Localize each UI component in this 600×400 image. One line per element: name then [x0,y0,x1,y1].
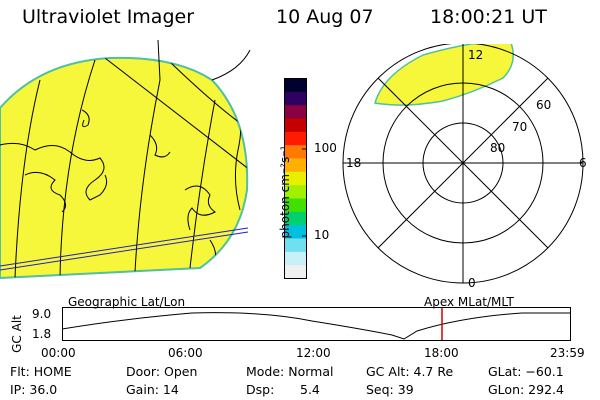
time-label: 18:00:21 UT [430,6,547,28]
colorbar-segment [284,171,307,186]
instrument-title: Ultraviolet Imager [22,6,195,28]
altitude-curve [62,312,570,340]
colorbar-segment [284,251,307,266]
meridian-line [14,79,41,278]
colorbar-segment [284,265,307,279]
altitude-tick-high: 9.0 [32,307,52,321]
mlt-label-18: 18 [346,156,362,170]
colorbar-segment [284,211,307,226]
altitude-plot [62,307,571,341]
polar-plot-caption: Apex MLat/MLT [424,295,514,309]
colorbar-unit-label: photon cm⁻²s⁻¹ [278,145,292,239]
flight-status: Flt: HOME [10,364,72,379]
coastline [81,109,90,128]
mlat-label-60: 60 [536,98,552,112]
dsp-label: Dsp: [246,382,275,397]
mlat-label-70: 70 [512,120,528,134]
gc-altitude: GC Alt: 4.7 Re [366,364,454,379]
colorbar-segment [284,78,307,93]
colorbar-segment [284,198,307,213]
polar-plot [342,44,584,284]
orbit-track [0,227,249,267]
coastline [184,185,216,231]
gain-value: Gain: 14 [126,382,179,397]
latitude-line [104,57,248,171]
time-tick-0600: 06:00 [168,346,203,360]
altitude-tick-low: 1.8 [32,327,52,341]
colorbar-segment [284,225,307,239]
dsp-value: 5.4 [300,382,320,397]
meridian-line [134,79,161,273]
coastline [149,134,171,158]
earth-image-caption: Geographic Lat/Lon [68,295,186,309]
date-label: 10 Aug 07 [276,6,374,28]
mlt-label-0: 0 [468,276,476,290]
ip-value: IP: 36.0 [10,382,58,397]
coastline [24,171,66,213]
time-tick-0000: 00:00 [41,346,76,360]
colorbar-segment [284,118,307,133]
sequence-number: Seq: 39 [366,382,414,397]
mlt-label-6: 6 [579,156,587,170]
colorbar-segment [284,105,307,119]
geo-longitude: GLon: 292.4 [488,382,564,397]
colorbar-segment [284,238,307,253]
meridian-line [189,99,216,269]
colorbar-tick-10: 10 [314,228,330,242]
colorbar-segment [284,131,307,146]
colorbar [284,78,307,279]
door-status: Door: Open [126,364,198,379]
colorbar-segment [284,158,307,173]
altitude-axis-label: GC Alt [10,315,24,353]
time-tick-1200: 12:00 [296,346,331,360]
mlt-label-12: 12 [468,48,484,62]
mode-status: Mode: Normal [246,364,334,379]
meridian-line [59,59,96,278]
time-tick-2359: 23:59 [550,346,585,360]
auroral-region [374,44,514,106]
earth-image [0,40,251,280]
coastline [0,142,108,201]
colorbar-segment [284,91,307,106]
mlat-label-80: 80 [490,141,506,155]
colorbar-segment [284,185,307,199]
geo-latitude: GLat: −60.1 [488,364,564,379]
colorbar-tick-100: 100 [314,141,337,155]
time-tick-1800: 18:00 [424,346,459,360]
orbit-track [0,231,249,271]
colorbar-segment [284,145,307,159]
